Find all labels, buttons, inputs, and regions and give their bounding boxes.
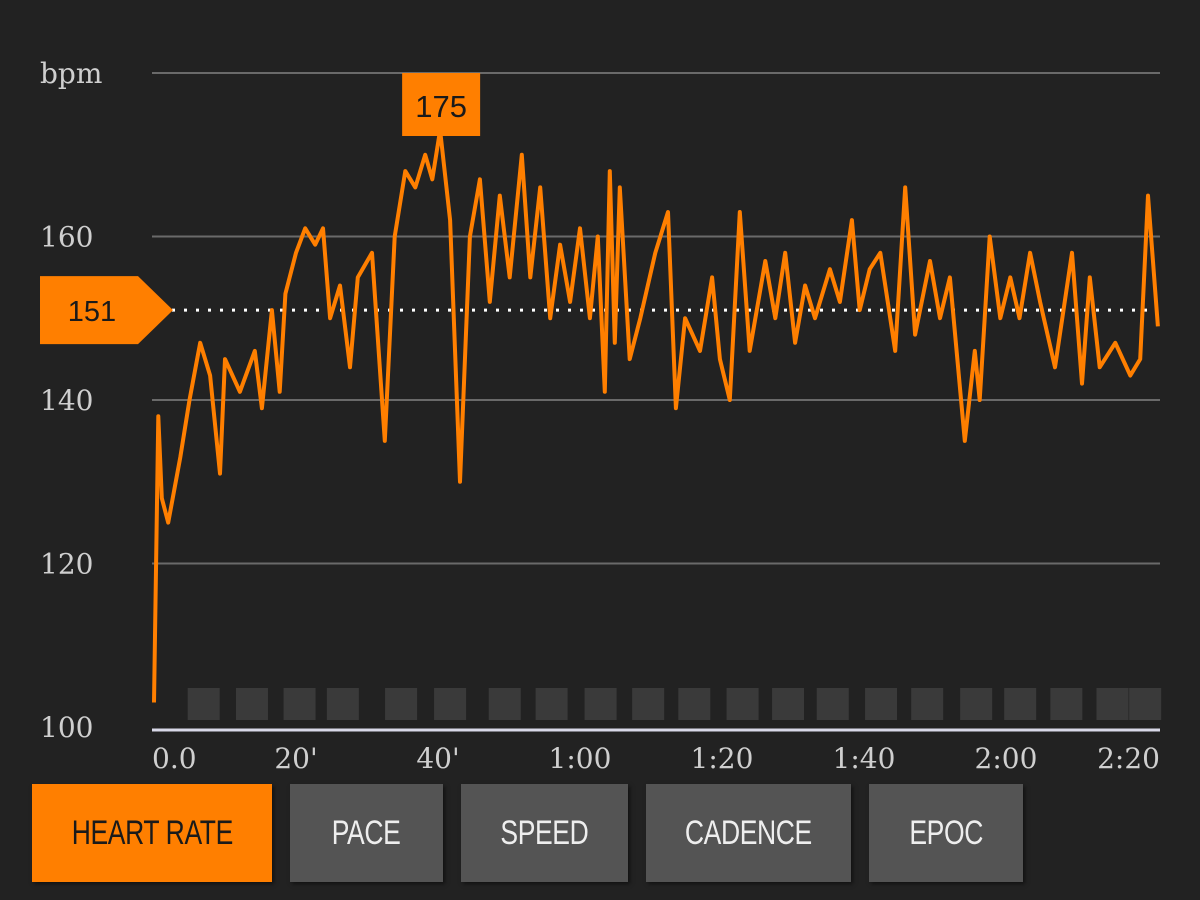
- lap-marker: [434, 688, 467, 720]
- x-tick-label: 20': [274, 742, 317, 775]
- lap-marker: [632, 688, 665, 720]
- tab-heart-rate[interactable]: HEART RATE: [32, 784, 272, 882]
- lap-marker: [488, 688, 521, 720]
- lap-marker: [1129, 688, 1162, 720]
- tab-speed[interactable]: SPEED: [461, 784, 628, 882]
- lap-marker: [235, 688, 268, 720]
- x-tick-label: 2:20: [1097, 742, 1160, 775]
- lap-marker: [678, 688, 711, 720]
- x-tick-label: 1:20: [691, 742, 754, 775]
- y-tick-label: 140: [40, 384, 93, 417]
- lap-marker: [326, 688, 359, 720]
- heart-rate-chart: 100 120 140 160 bpm 0.0 20' 40' 1:00 1:20 1:40 2:00…: [40, 57, 1162, 775]
- lap-marker: [283, 688, 316, 720]
- lap-marker: [187, 688, 220, 720]
- x-tick-label: 0.0: [152, 742, 197, 775]
- lap-marker: [1096, 688, 1129, 720]
- tab-label: PACE: [332, 813, 401, 852]
- y-tick-label: 160: [40, 221, 93, 254]
- x-tick-label: 1:00: [549, 742, 612, 775]
- y-tick-label: 120: [40, 548, 93, 581]
- y-tick-label: bpm: [40, 57, 102, 90]
- average-value: 151: [68, 296, 116, 328]
- y-tick-label: 100: [40, 711, 93, 744]
- lap-marker: [960, 688, 993, 720]
- lap-marker: [584, 688, 617, 720]
- average-badge: [40, 276, 173, 345]
- tab-cadence[interactable]: CADENCE: [646, 784, 851, 882]
- tab-label: SPEED: [500, 813, 589, 852]
- lap-marker: [816, 688, 849, 720]
- lap-marker: [385, 688, 418, 720]
- lap-marker: [1050, 688, 1083, 720]
- heart-rate-line: [152, 128, 1160, 703]
- tab-label: EPOC: [909, 813, 983, 852]
- max-badge: [402, 73, 481, 136]
- lap-marker: [772, 688, 805, 720]
- lap-marker: [865, 688, 898, 720]
- x-tick-label: 2:00: [975, 742, 1038, 775]
- x-tick-label: 40': [416, 742, 459, 775]
- tab-label: CADENCE: [685, 813, 812, 852]
- lap-marker: [726, 688, 759, 720]
- max-value: 175: [415, 89, 467, 124]
- tab-epoc[interactable]: EPOC: [869, 784, 1023, 882]
- x-tick-label: 1:40: [833, 742, 896, 775]
- tab-pace[interactable]: PACE: [290, 784, 443, 882]
- lap-marker: [911, 688, 944, 720]
- lap-marker: [1004, 688, 1037, 720]
- tab-label: HEART RATE: [71, 813, 233, 852]
- lap-marker: [535, 688, 568, 720]
